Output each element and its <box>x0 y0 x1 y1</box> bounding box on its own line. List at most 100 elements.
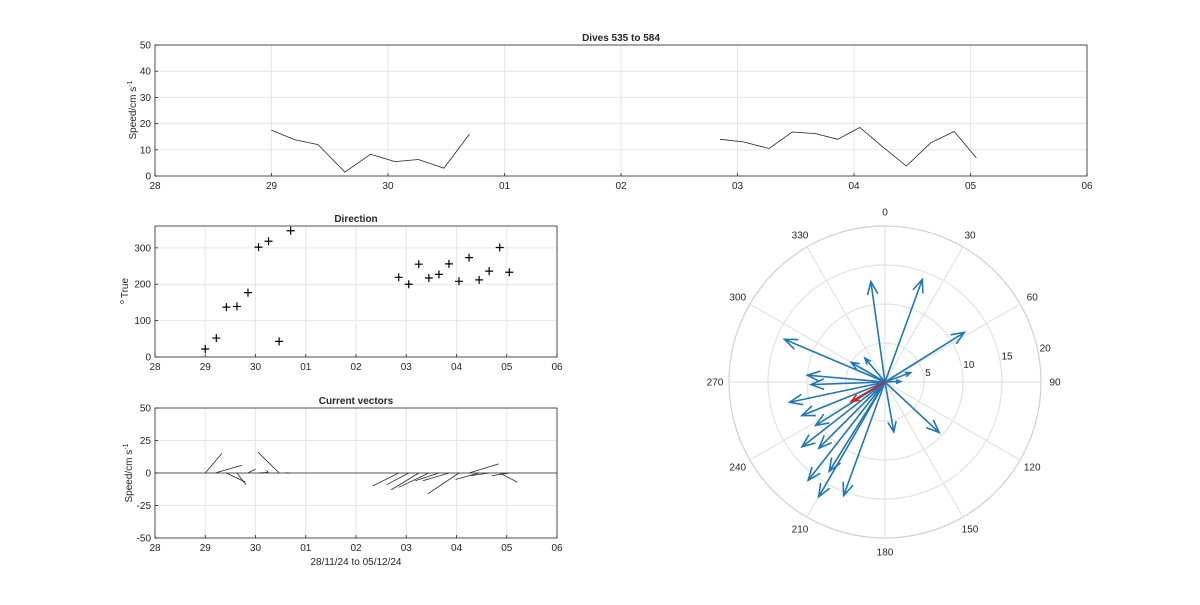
polar-vector-head <box>925 419 941 434</box>
speed-series-line <box>719 127 977 167</box>
current-vector <box>491 472 510 476</box>
polar-vector-head <box>806 466 821 483</box>
x-tick-label: 01 <box>300 362 312 373</box>
polar-mean-vector-head <box>849 394 860 403</box>
direction-point <box>465 253 474 262</box>
polar-spoke <box>884 381 964 518</box>
polar-vector-head <box>813 413 830 427</box>
current-vector <box>471 472 490 476</box>
current-vector <box>266 470 269 474</box>
direction-ylabel-sup: o <box>119 300 126 304</box>
current-vectors-panel: 28 29 30 01 02 03 04 05 06 -50 -25 0 25 50 Current ve… <box>123 396 563 568</box>
polar-vector <box>801 381 886 448</box>
polar-r-label: 10 <box>963 360 975 371</box>
direction-point <box>264 237 273 246</box>
polar-vector <box>884 331 965 383</box>
x-tick-label: 28 <box>149 181 161 192</box>
direction-point <box>286 226 295 235</box>
current-vector <box>236 472 247 485</box>
y-tick-label: 50 <box>140 41 152 52</box>
y-tick-label: 25 <box>140 436 152 447</box>
polar-vector-head <box>912 277 924 294</box>
x-tick-label: 29 <box>200 362 212 373</box>
direction-point <box>455 277 464 286</box>
y-tick-label: 0 <box>145 353 151 364</box>
current-vector <box>390 472 420 491</box>
direction-point <box>394 273 403 282</box>
polar-vector <box>810 381 886 386</box>
current-vector <box>386 472 409 486</box>
current-vector <box>415 472 440 482</box>
direction-title: Direction <box>334 214 377 225</box>
polar-vector <box>884 381 940 434</box>
x-tick-label: 29 <box>266 181 278 192</box>
direction-point <box>475 275 484 284</box>
polar-spoke <box>884 381 1021 461</box>
polar-vector-head <box>828 457 841 474</box>
polar-vector-head <box>817 434 833 450</box>
polar-vector-head <box>904 371 913 378</box>
polar-vector-head <box>782 338 799 350</box>
polar-r-label: 5 <box>925 368 931 379</box>
polar-vector-head <box>787 393 804 406</box>
direction-point <box>495 243 504 252</box>
direction-point <box>254 243 263 252</box>
polar-vector-head <box>887 420 897 435</box>
polar-theta-label: 30 <box>964 230 976 241</box>
x-tick-label: 02 <box>350 362 362 373</box>
polar-spoke <box>806 246 886 383</box>
polar-spoke <box>884 246 964 383</box>
direction-point <box>243 288 252 297</box>
polar-vector <box>850 361 886 383</box>
x-tick-label: 02 <box>615 181 627 192</box>
current-vector <box>215 464 243 474</box>
y-tick-label: 40 <box>140 67 152 78</box>
polar-vector <box>818 381 886 449</box>
x-tick-label: 05 <box>501 543 513 554</box>
direction-point <box>275 337 284 346</box>
x-tick-label: 05 <box>501 362 513 373</box>
vectors-title: Current vectors <box>319 396 394 407</box>
x-tick-label: 06 <box>551 362 563 373</box>
x-tick-label: 04 <box>451 543 463 554</box>
polar-vector <box>884 279 924 383</box>
current-vector <box>204 453 223 474</box>
polar-vector-head <box>895 378 903 385</box>
direction-point <box>434 270 443 279</box>
current-vector <box>257 451 280 474</box>
y-tick-label: 200 <box>134 280 151 291</box>
polar-theta-label: 210 <box>792 525 809 536</box>
x-tick-label: 28 <box>149 362 161 373</box>
polar-vector <box>828 381 886 472</box>
current-vector <box>427 472 460 495</box>
y-tick-label: -25 <box>137 501 152 512</box>
polar-theta-label: 240 <box>729 463 746 474</box>
vectors-ylabel: Speed/cm s-1 <box>123 443 135 502</box>
current-vector <box>372 472 399 487</box>
x-tick-label: 03 <box>401 543 413 554</box>
x-tick-label: 28 <box>149 543 161 554</box>
x-tick-label: 02 <box>350 543 362 554</box>
polar-vector <box>789 381 886 404</box>
x-tick-label: 04 <box>848 181 860 192</box>
direction-point <box>424 274 433 283</box>
x-tick-label: 29 <box>200 543 212 554</box>
y-tick-label: 30 <box>140 93 152 104</box>
direction-point <box>212 334 221 343</box>
polar-theta-label: 120 <box>1024 463 1041 474</box>
polar-theta-label: 300 <box>729 293 746 304</box>
x-tick-label: 01 <box>499 181 511 192</box>
vectors-ylabel-sup: -1 <box>123 443 130 449</box>
direction-point <box>201 344 210 353</box>
speed-series-line <box>271 129 470 173</box>
polar-vector-head <box>799 405 816 417</box>
polar-vector <box>801 381 886 417</box>
current-vector <box>455 472 480 480</box>
current-vector <box>499 472 518 483</box>
x-tick-label: 06 <box>1081 181 1093 192</box>
x-tick-label: 03 <box>732 181 744 192</box>
speed-title: Dives 535 to 584 <box>582 33 660 44</box>
x-tick-label: 30 <box>250 543 262 554</box>
speed-ylabel: Speed/cm s-1 <box>127 80 139 139</box>
x-tick-label: 30 <box>250 362 262 373</box>
